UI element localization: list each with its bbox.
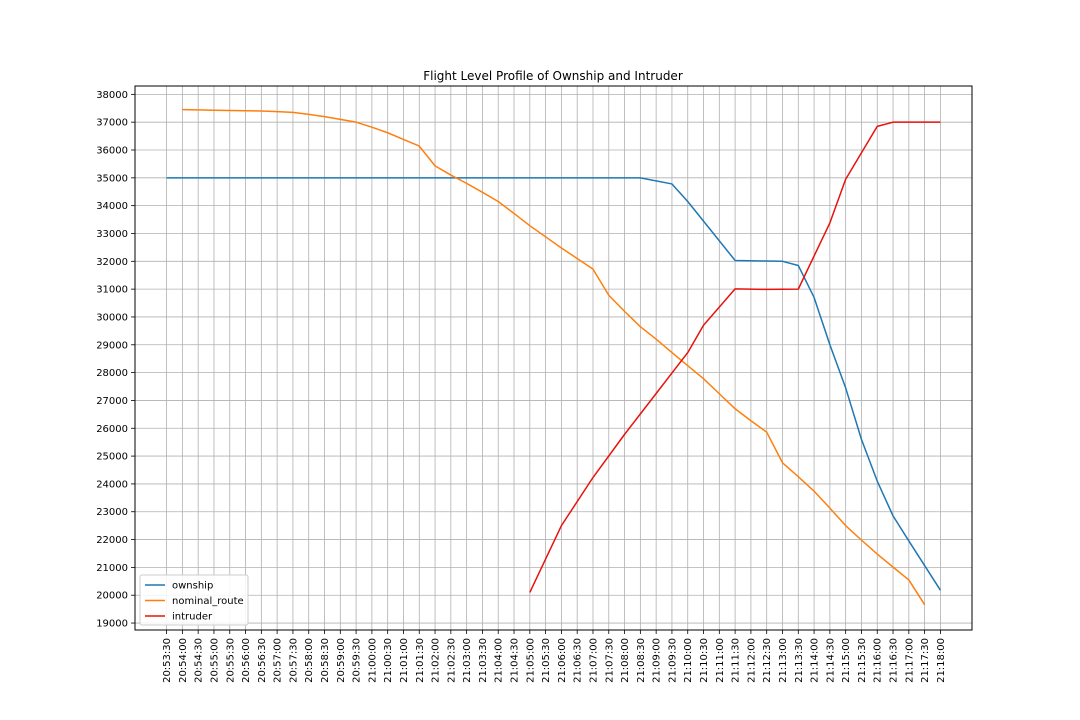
y-tick-label: 23000 (96, 507, 128, 518)
x-tick-label: 21:07:30 (604, 638, 615, 683)
y-tick-label: 37000 (96, 118, 128, 129)
x-tick-label: 20:59:30 (352, 638, 363, 683)
x-tick-label: 20:57:30 (288, 638, 299, 683)
x-tick-label: 21:14:30 (825, 638, 836, 683)
x-tick-label: 21:09:00 (652, 638, 663, 683)
x-tick-label: 21:00:00 (367, 638, 378, 683)
x-tick-label: 21:04:00 (494, 638, 505, 683)
x-tick-label: 21:07:00 (588, 638, 599, 683)
x-tick-label: 20:55:00 (209, 638, 220, 683)
x-tick-label: 20:57:00 (273, 638, 284, 683)
x-tick-label: 21:02:30 (446, 638, 457, 683)
x-tick-label: 21:03:30 (478, 638, 489, 683)
y-tick-label: 34000 (96, 201, 128, 212)
x-tick-label: 21:10:30 (699, 638, 710, 683)
y-tick-label: 19000 (96, 619, 128, 630)
x-tick-label: 21:05:00 (525, 638, 536, 683)
x-tick-label: 20:58:30 (320, 638, 331, 683)
y-tick-label: 26000 (96, 424, 128, 435)
x-tick-label: 21:15:00 (841, 638, 852, 683)
y-tick-label: 21000 (96, 563, 128, 574)
y-tick-label: 38000 (96, 90, 128, 101)
y-tick-label: 27000 (96, 396, 128, 407)
y-tick-label: 33000 (96, 229, 128, 240)
x-tick-label: 21:14:00 (810, 638, 821, 683)
y-tick-label: 30000 (96, 312, 128, 323)
y-tick-label: 20000 (96, 591, 128, 602)
grid (135, 86, 972, 630)
plot-frame (134, 85, 973, 631)
x-tick-label: 21:11:00 (715, 638, 726, 683)
x-tick-label: 21:10:00 (683, 638, 694, 683)
x-tick-label: 21:06:30 (573, 638, 584, 683)
x-tick-label: 21:17:00 (904, 638, 915, 683)
y-tick-label: 24000 (96, 479, 128, 490)
y-tick-label: 36000 (96, 146, 128, 157)
x-tick-label: 21:04:30 (510, 638, 521, 683)
y-tick-label: 32000 (96, 257, 128, 268)
x-tick-label: 21:08:30 (636, 638, 647, 683)
x-tick-label: 21:01:30 (415, 638, 426, 683)
x-tick-label: 21:11:30 (731, 638, 742, 683)
x-tick-label: 21:18:00 (936, 638, 947, 683)
legend-label-intruder: intruder (172, 612, 213, 623)
x-tick-label: 21:09:30 (667, 638, 678, 683)
legend-box (139, 574, 249, 626)
y-tick-label: 28000 (96, 368, 128, 379)
y-axis: 19000 20000 21000 22000 23000 24000 25000 26000… (96, 90, 135, 630)
x-tick-label: 20:56:30 (257, 638, 268, 683)
y-tick-label: 35000 (96, 173, 128, 184)
x-tick-label: 21:12:30 (762, 638, 773, 683)
legend-label-ownship: ownship (172, 581, 213, 592)
series-layer (166, 108, 942, 606)
chart-title: Flight Level Profile of Ownship and Intr… (423, 69, 683, 83)
x-tick-label: 20:54:30 (194, 638, 205, 683)
x-tick-label: 21:13:30 (794, 638, 805, 683)
x-tick-label: 21:02:00 (431, 638, 442, 683)
legend: ownship nominal_route intruder (139, 574, 249, 626)
x-tick-label: 21:08:00 (620, 638, 631, 683)
x-tick-label: 20:53:30 (162, 638, 173, 683)
series-line-ownship (166, 177, 942, 591)
x-tick-label: 21:00:30 (383, 638, 394, 683)
x-axis: 20:53:30 20:54:00 20:54:30 20:55:00 20:55:30… (162, 630, 947, 683)
y-tick-label: 25000 (96, 452, 128, 463)
series-line-nominal_route (182, 108, 926, 606)
y-tick-label: 31000 (96, 285, 128, 296)
y-tick-label: 29000 (96, 340, 128, 351)
x-tick-label: 21:06:00 (557, 638, 568, 683)
x-tick-label: 21:05:30 (541, 638, 552, 683)
x-tick-label: 20:59:00 (336, 638, 347, 683)
x-tick-label: 21:15:30 (857, 638, 868, 683)
y-tick-label: 22000 (96, 535, 128, 546)
series-line-intruder (529, 121, 941, 593)
x-tick-label: 21:03:00 (462, 638, 473, 683)
x-tick-label: 20:55:30 (225, 638, 236, 683)
x-tick-label: 21:01:00 (399, 638, 410, 683)
x-tick-label: 20:58:00 (304, 638, 315, 683)
legend-label-nominal_route: nominal_route (172, 596, 244, 607)
x-tick-label: 21:16:30 (889, 638, 900, 683)
x-tick-label: 21:13:00 (778, 638, 789, 683)
x-tick-label: 20:56:00 (241, 638, 252, 683)
x-tick-label: 21:17:30 (920, 638, 931, 683)
x-tick-label: 21:12:00 (746, 638, 757, 683)
x-tick-label: 21:16:00 (873, 638, 884, 683)
x-tick-label: 20:54:00 (178, 638, 189, 683)
